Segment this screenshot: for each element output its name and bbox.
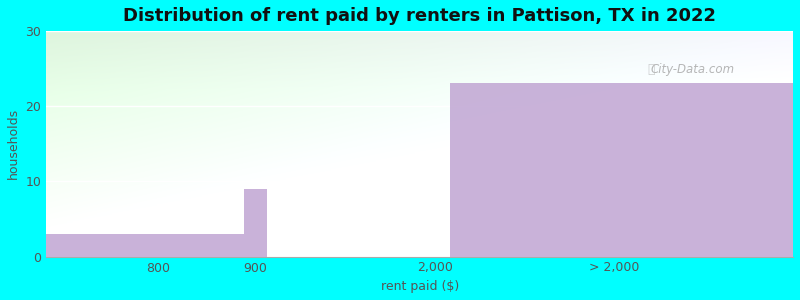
Bar bbox=[450, 83, 793, 256]
Title: Distribution of rent paid by renters in Pattison, TX in 2022: Distribution of rent paid by renters in … bbox=[123, 7, 716, 25]
Bar bbox=[244, 189, 266, 256]
X-axis label: rent paid ($): rent paid ($) bbox=[381, 280, 458, 293]
Text: City-Data.com: City-Data.com bbox=[650, 63, 734, 76]
Y-axis label: households: households bbox=[7, 108, 20, 179]
Text: ⓘ: ⓘ bbox=[647, 63, 655, 76]
Bar bbox=[46, 234, 244, 256]
